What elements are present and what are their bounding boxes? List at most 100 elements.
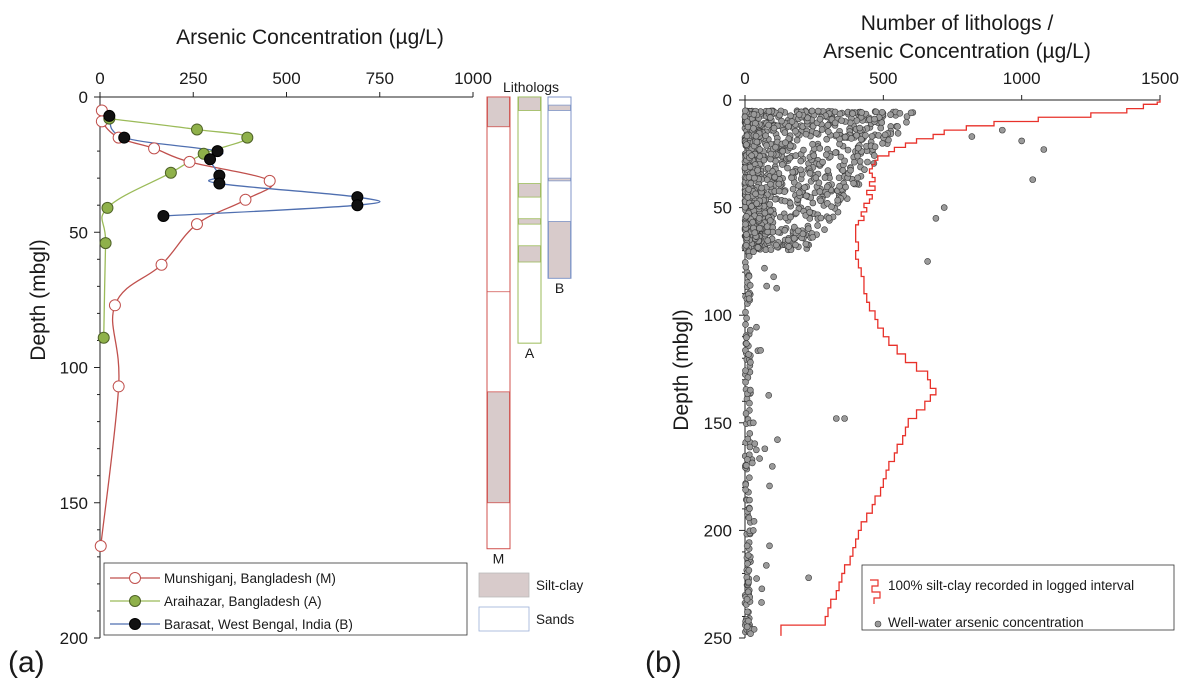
well-arsenic-point: [743, 462, 750, 469]
well-arsenic-point: [745, 252, 753, 260]
well-arsenic-point: [746, 496, 753, 504]
well-arsenic-point: [792, 127, 799, 135]
data-point-barasat: [211, 145, 224, 158]
well-arsenic-point: [743, 141, 750, 148]
well-arsenic-point: [746, 443, 754, 451]
well-arsenic-point: [924, 258, 931, 265]
well-arsenic-point: [802, 240, 810, 248]
well-arsenic-point: [743, 212, 750, 220]
well-arsenic-point: [800, 146, 807, 154]
well-arsenic-point: [806, 170, 814, 177]
well-arsenic-point: [750, 111, 758, 118]
well-arsenic-point: [745, 566, 753, 574]
well-arsenic-point: [765, 121, 772, 129]
data-point-araihazar: [101, 201, 114, 214]
series-line-munshiganj: [99, 110, 273, 547]
well-arsenic-point: [808, 107, 816, 115]
well-arsenic-point: [787, 142, 794, 150]
well-arsenic-point: [741, 107, 749, 115]
well-arsenic-point: [784, 164, 791, 172]
litholog-clay-interval: [518, 96, 541, 111]
well-arsenic-point: [789, 168, 797, 176]
litholog-label-A: A: [525, 345, 535, 361]
well-arsenic-point: [853, 117, 861, 124]
well-arsenic-point: [760, 156, 768, 164]
well-arsenic-point: [774, 228, 782, 236]
well-arsenic-point: [823, 191, 831, 198]
well-arsenic-point: [770, 124, 778, 132]
well-arsenic-point: [816, 115, 824, 123]
well-arsenic-point: [744, 435, 752, 443]
well-arsenic-point: [743, 623, 751, 631]
well-arsenic-point: [868, 133, 876, 140]
well-arsenic-point: [779, 161, 786, 168]
well-arsenic-point: [763, 142, 770, 149]
well-arsenic-point: [809, 199, 817, 207]
well-arsenic-point: [750, 518, 758, 525]
well-arsenic-point: [751, 229, 759, 237]
well-arsenic-point: [794, 227, 802, 235]
well-arsenic-point: [766, 482, 773, 490]
well-arsenic-point: [810, 152, 818, 159]
well-arsenic-point: [766, 542, 773, 550]
well-arsenic-point: [743, 231, 750, 238]
panel-a-x-tick-label: 1000: [454, 69, 492, 88]
panel-b-silt-clay-step-line: [780, 100, 1161, 636]
well-arsenic-point: [799, 230, 807, 238]
data-point-barasat: [213, 177, 226, 190]
data-point-munshiganj: [263, 174, 276, 187]
data-point-munshiganj: [190, 218, 203, 231]
well-arsenic-point: [746, 282, 754, 289]
well-arsenic-point: [833, 131, 840, 139]
panel-b-y-tick-label: 200: [704, 521, 732, 540]
well-arsenic-point: [806, 208, 814, 216]
well-arsenic-point: [774, 436, 781, 444]
legend-marker-barasat: [129, 618, 141, 630]
well-arsenic-point: [824, 167, 832, 174]
well-arsenic-point: [752, 190, 759, 198]
well-arsenic-point: [835, 174, 843, 182]
data-point-munshiganj: [155, 258, 168, 271]
well-arsenic-point: [767, 180, 774, 188]
well-arsenic-point: [773, 284, 780, 292]
well-arsenic-point: [745, 578, 752, 586]
well-arsenic-point: [786, 154, 794, 162]
well-arsenic-point: [753, 200, 761, 207]
well-arsenic-point: [761, 264, 768, 272]
well-arsenic-point: [776, 213, 784, 221]
well-arsenic-point: [817, 197, 824, 205]
well-arsenic-point: [795, 111, 803, 118]
well-arsenic-point: [855, 144, 862, 152]
panel-a-y-tick-label: 200: [60, 629, 88, 648]
well-arsenic-point: [779, 147, 787, 155]
legend-marker-munshiganj: [129, 572, 141, 584]
well-arsenic-point: [841, 415, 848, 422]
well-arsenic-point: [756, 224, 763, 232]
well-arsenic-point: [742, 220, 749, 228]
litholog-clay-interval: [518, 245, 541, 263]
lithologs-legend-swatch: [478, 606, 530, 632]
well-arsenic-point: [839, 167, 847, 174]
well-arsenic-point: [770, 273, 777, 281]
litholog-clay-interval: [518, 218, 541, 225]
well-arsenic-point: [907, 109, 915, 117]
panel-a-x-tick-label: 750: [366, 69, 394, 88]
data-point-barasat: [204, 153, 217, 166]
well-arsenic-point: [765, 392, 773, 399]
well-arsenic-point: [747, 359, 754, 366]
well-arsenic-point: [771, 195, 779, 203]
well-arsenic-point: [742, 242, 750, 249]
panel-a-x-tick-label: 500: [272, 69, 300, 88]
well-arsenic-point: [871, 115, 878, 123]
well-arsenic-point: [864, 158, 871, 166]
well-arsenic-point: [746, 326, 754, 334]
well-arsenic-point: [823, 183, 831, 191]
well-arsenic-point: [742, 308, 749, 316]
well-arsenic-point: [813, 129, 820, 137]
well-arsenic-point: [879, 140, 886, 147]
panel-b-x-tick-label: 1000: [1003, 69, 1041, 88]
data-point-munshiganj: [108, 299, 121, 312]
well-arsenic-point: [742, 367, 749, 374]
well-arsenic-point: [758, 184, 765, 192]
